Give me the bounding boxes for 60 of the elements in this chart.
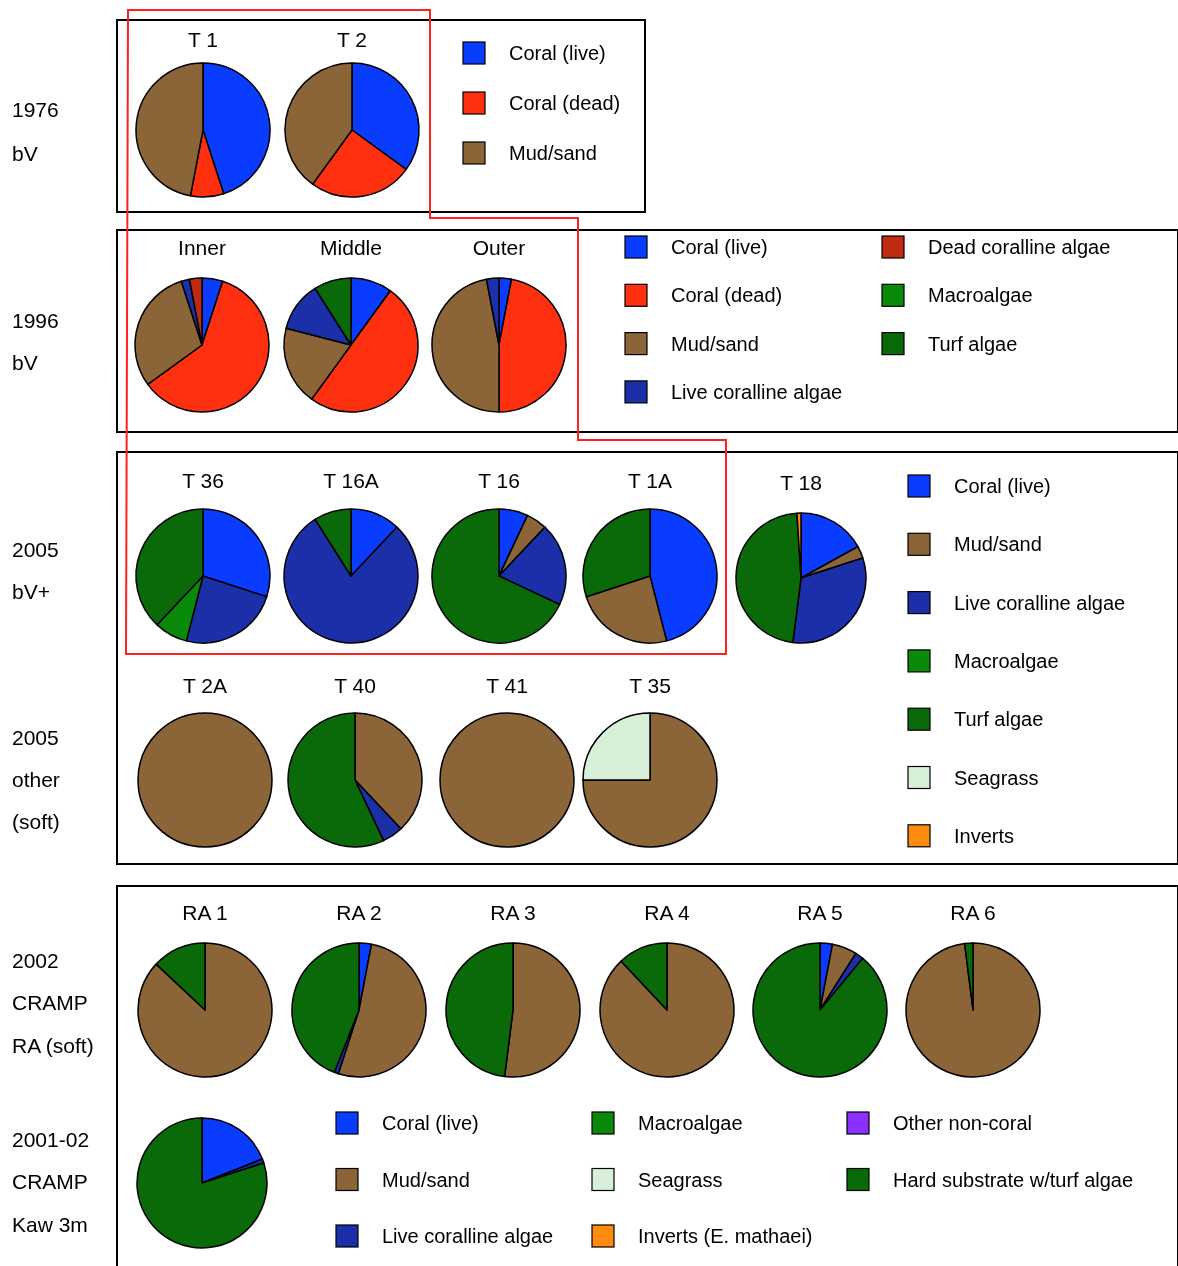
legend-label: Dead coralline algae — [928, 236, 1111, 258]
text: 1976 — [12, 98, 59, 121]
slice-label: T 16A — [323, 469, 379, 492]
slice-label: RA 4 — [644, 901, 691, 924]
slice-label: T 35 — [629, 674, 671, 697]
legend-label: Live coralline algae — [671, 380, 843, 403]
legend-label: Hard substrate w/turf algae — [893, 1168, 1134, 1191]
legend-label: Live coralline algae — [954, 591, 1126, 614]
slice-label: T 16 — [478, 469, 520, 492]
legend-label: Mud/sand — [382, 1168, 470, 1191]
text: 2005 — [12, 538, 59, 561]
text: RA (soft) — [12, 1034, 94, 1057]
slice-label: T 41 — [486, 674, 528, 697]
slice-label: T 2A — [183, 674, 227, 697]
legend-label: Coral (live) — [382, 1112, 479, 1134]
legend-label: Macroalgae — [928, 284, 1033, 307]
text: 1996 — [12, 309, 59, 332]
text: bV — [12, 142, 38, 165]
legend-label: Inverts (E. mathaei) — [638, 1225, 813, 1247]
legend-label: Mud/sand — [671, 332, 759, 355]
slice-label: T 40 — [334, 674, 376, 697]
text: 2002 — [12, 949, 59, 972]
slice-label: RA 5 — [797, 901, 843, 924]
text: 2005 — [12, 726, 59, 749]
text: bV+ — [12, 580, 50, 603]
legend-label: Coral (live) — [509, 42, 606, 64]
legend-label: Macroalgae — [954, 649, 1059, 672]
legend-label: Coral (dead) — [509, 92, 621, 114]
legend-label: Seagrass — [954, 766, 1039, 789]
legend-label: Turf algae — [954, 708, 1044, 731]
legend-label: Coral (dead) — [671, 284, 783, 307]
legend-label: Turf algae — [928, 332, 1018, 355]
slice-label: Middle — [320, 236, 382, 259]
legend-label: Coral (live) — [671, 236, 768, 258]
legend-label: Mud/sand — [954, 533, 1042, 556]
slice-label: RA 1 — [182, 901, 228, 924]
slice-label: T 1 — [188, 28, 218, 51]
legend-label: Inverts — [954, 824, 1015, 847]
legend-label: Mud/sand — [509, 142, 597, 164]
text: CRAMP — [12, 1170, 88, 1193]
slice-label: T 36 — [182, 469, 224, 492]
slice-label: T 18 — [780, 471, 822, 494]
legend-label: Other non-coral — [893, 1112, 1032, 1134]
slice-label: T 1A — [628, 469, 672, 492]
slice-label: T 2 — [337, 28, 367, 51]
slice-label: RA 6 — [950, 901, 996, 924]
slice-label: RA 3 — [490, 901, 536, 924]
text: 2001-02 — [12, 1128, 90, 1151]
legend-label: Seagrass — [638, 1168, 723, 1191]
slice-label: Inner — [178, 236, 226, 259]
text: Kaw 3m — [12, 1213, 88, 1236]
text: other — [12, 768, 60, 791]
legend-label: Macroalgae — [638, 1112, 743, 1134]
slice-label: Outer — [472, 236, 526, 259]
legend-label: Live coralline algae — [382, 1225, 554, 1247]
text: CRAMP — [12, 991, 88, 1014]
legend-label: Coral (live) — [954, 475, 1051, 497]
text: bV — [12, 351, 38, 374]
text: (soft) — [12, 810, 60, 833]
slice-label: RA 2 — [336, 901, 382, 924]
